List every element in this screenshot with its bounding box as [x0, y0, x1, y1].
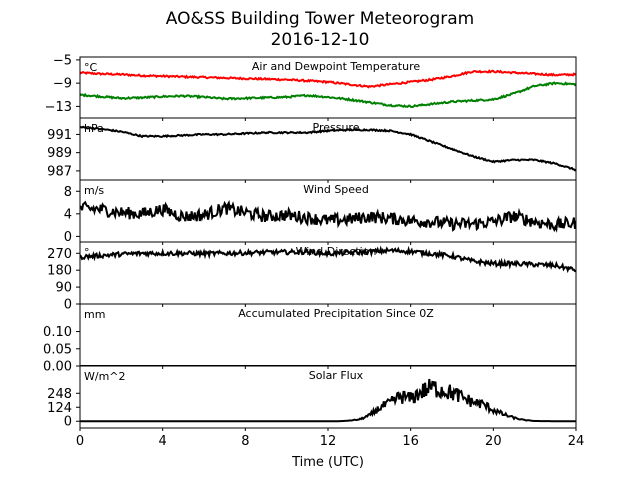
series-line-wind_dir-0	[80, 245, 576, 274]
panel-wind_speed: 8 4 0 m/s Wind Speed	[64, 179, 577, 245]
y-tick-label-pressure: 987	[47, 164, 72, 179]
panel-wind_dir: 270 180 90 0 ° Wind Direction	[47, 241, 577, 313]
unit-label-temp: °C	[84, 61, 98, 74]
y-tick-label-temp: −5	[53, 53, 72, 68]
x-axis: 0 4 8 12 16 20 24	[76, 434, 584, 449]
y-tick-label-pressure: 989	[47, 146, 72, 161]
x-tick-label: 16	[402, 434, 419, 449]
unit-label-wind_speed: m/s	[84, 184, 104, 197]
panel-pressure: 991 989 987 hPa Pressure	[47, 117, 577, 183]
figure-subtitle-date: 2016-12-10	[271, 30, 370, 50]
panel-title-precip: Accumulated Precipitation Since 0Z	[238, 307, 434, 320]
y-tick-label-wind_dir: 180	[47, 264, 72, 279]
panel-title-wind_dir: Wind Direction	[296, 245, 377, 258]
y-tick-label-pressure: 991	[47, 128, 72, 143]
series-line-temp-0	[80, 69, 576, 89]
y-tick-label-temp: −13	[45, 100, 72, 115]
y-tick-label-wind_dir: 90	[55, 281, 72, 296]
series-line-pressure-0	[80, 125, 576, 172]
x-tick-label: 12	[320, 434, 337, 449]
panels-group: −5 −9 −13 °C Air and Dewpoint Temperature 991…	[43, 53, 577, 431]
y-tick-label-wind_dir: 270	[47, 247, 72, 262]
y-tick-label-temp: −9	[53, 77, 72, 92]
x-axis-label: Time (UTC)	[291, 455, 364, 470]
x-tick-label: 4	[159, 434, 167, 449]
figure-title: AO&SS Building Tower Meteorogram	[166, 9, 474, 29]
y-tick-label-wind_speed: 0	[64, 230, 72, 245]
x-tick-label: 8	[241, 434, 249, 449]
panel-precip: 0.10 0.05 0.00 mm Accumulated Precipitation …	[43, 303, 577, 375]
y-tick-label-precip: 0.00	[43, 360, 72, 375]
x-tick-label: 20	[485, 434, 502, 449]
x-tick-label: 0	[76, 434, 84, 449]
y-tick-label-wind_speed: 8	[64, 185, 72, 200]
y-tick-label-wind_dir: 0	[64, 298, 72, 313]
y-tick-label-solar: 124	[47, 401, 72, 416]
unit-label-precip: mm	[84, 308, 105, 321]
y-tick-label-precip: 0.05	[43, 342, 72, 357]
x-tick-label: 24	[568, 434, 585, 449]
y-tick-label-wind_speed: 4	[64, 207, 72, 222]
series-line-wind_speed-0	[80, 199, 576, 233]
unit-label-solar: W/m^2	[84, 370, 126, 383]
unit-label-pressure: hPa	[84, 122, 104, 135]
series-line-temp-1	[80, 81, 576, 109]
y-tick-label-precip: 0.10	[43, 325, 72, 340]
series-line-solar-0	[80, 378, 576, 423]
panel-temp: −5 −9 −13 °C Air and Dewpoint Temperature	[45, 53, 577, 121]
panel-title-temp: Air and Dewpoint Temperature	[252, 60, 420, 73]
panel-title-wind_speed: Wind Speed	[303, 183, 369, 196]
panel-title-pressure: Pressure	[313, 121, 360, 134]
y-tick-label-solar: 248	[47, 387, 72, 402]
panel-title-solar: Solar Flux	[309, 369, 364, 382]
unit-label-wind_dir: °	[84, 246, 90, 259]
y-tick-label-solar: 0	[64, 415, 72, 430]
